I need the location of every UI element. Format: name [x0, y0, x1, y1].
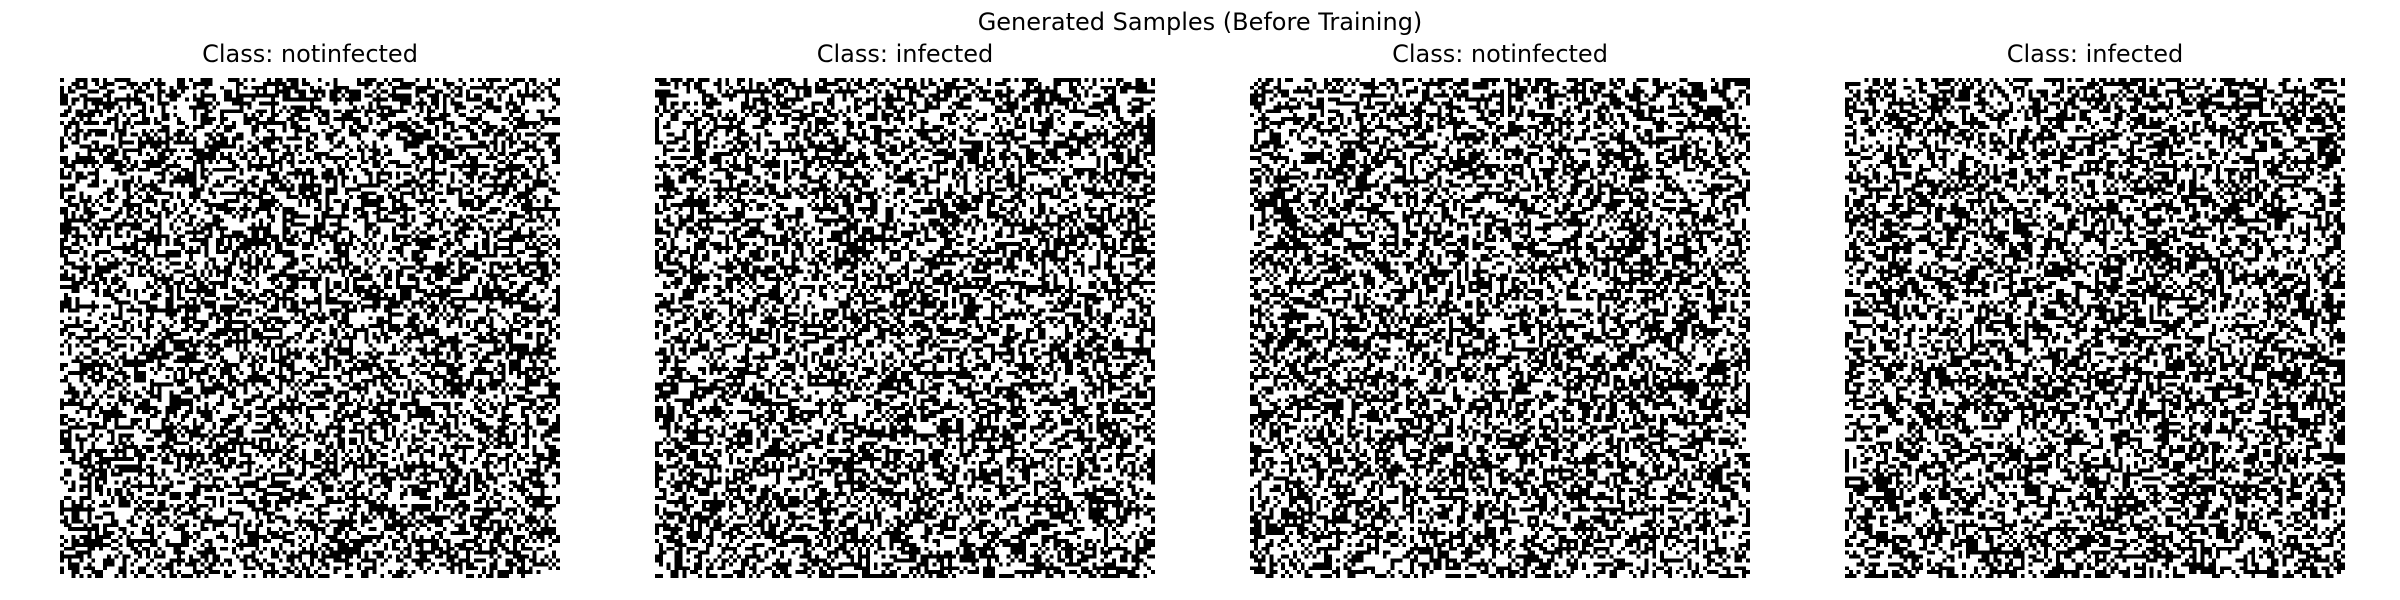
- sample-2-title: Class: infected: [816, 40, 994, 68]
- sample-4-title: Class: infected: [2006, 40, 2184, 68]
- figure-title: Generated Samples (Before Training): [977, 8, 1423, 36]
- sample-1-title: Class: notinfected: [202, 40, 418, 68]
- sample-2-image: [655, 78, 1155, 578]
- sample-4-image: [1845, 78, 2345, 578]
- sample-1-image: [60, 78, 560, 578]
- sample-3-title: Class: notinfected: [1392, 40, 1608, 68]
- sample-3-image: [1250, 78, 1750, 578]
